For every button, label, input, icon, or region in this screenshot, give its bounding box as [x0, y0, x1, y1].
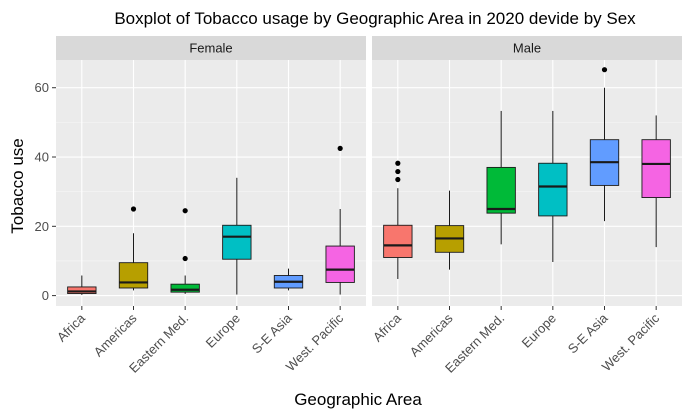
box-body [170, 283, 200, 293]
outlier-point [395, 160, 401, 166]
outlier-point [601, 67, 608, 73]
strip-label: Female [189, 41, 232, 56]
box-male-5 [589, 67, 620, 222]
box-female-1 [67, 275, 97, 295]
box-male-1 [383, 160, 413, 279]
box-body [486, 166, 516, 214]
y-tick-label: 60 [35, 80, 49, 95]
outlier-point [395, 176, 401, 183]
outlier-point [337, 145, 343, 151]
strip-label: Male [513, 41, 541, 56]
outlier-point [395, 168, 401, 175]
strip-female [56, 36, 366, 60]
panel-background [56, 60, 366, 306]
y-tick-label: 0 [42, 288, 49, 303]
box-body [538, 162, 568, 217]
box-female-3 [170, 208, 200, 294]
outlier-point [182, 255, 188, 262]
outlier-point [130, 206, 137, 212]
box-body [118, 262, 149, 289]
x-axis-title: Geographic Area [294, 390, 422, 409]
box-body [67, 286, 97, 294]
box-female-5 [273, 268, 304, 291]
box-female-4 [222, 177, 252, 295]
box-male-3 [486, 110, 516, 245]
outlier-point [182, 208, 188, 214]
box-body [383, 224, 413, 258]
strip-male [372, 36, 682, 60]
box-body [641, 139, 671, 199]
box-body [325, 245, 355, 283]
box-male-4 [538, 110, 568, 262]
y-tick-label: 40 [35, 150, 49, 165]
panel-background [372, 60, 682, 306]
box-body [222, 224, 252, 260]
y-tick-label: 20 [35, 219, 49, 234]
box-male-6 [641, 115, 671, 248]
box-male-2 [434, 190, 465, 270]
box-female-2 [118, 206, 149, 291]
y-axis-title: Tobacco use [8, 138, 27, 233]
box-female-6 [325, 145, 355, 295]
chart-title: Boxplot of Tobacco usage by Geographic A… [114, 9, 636, 28]
